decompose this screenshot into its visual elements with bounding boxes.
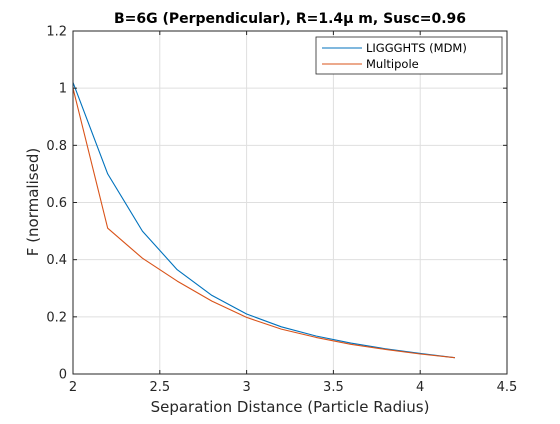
x-axis-label: Separation Distance (Particle Radius) — [151, 398, 430, 416]
x-tick-label: 3 — [242, 380, 250, 395]
legend-box — [315, 36, 503, 75]
legend: LIGGGHTS (MDM) Multipole — [315, 36, 503, 75]
y-tick-label: 0 — [59, 368, 67, 383]
chart-title: B=6G (Perpendicular), R=1.4μ m, Susc=0.9… — [114, 11, 466, 27]
series-line-multipole — [72, 88, 455, 359]
x-tick-label: 2.5 — [149, 380, 170, 395]
y-tick-label: 0.4 — [46, 253, 67, 268]
series-line-liggghts — [72, 82, 455, 359]
legend-label-multipole: Multipole — [366, 57, 419, 71]
x-tick-labels: 2 2.5 3 3.5 4 4.5 — [69, 380, 517, 395]
x-tick-label: 4.5 — [497, 380, 518, 395]
x-tick-label: 4 — [416, 380, 424, 395]
x-tick-label: 2 — [69, 380, 77, 395]
y-axis-label: F (normalised) — [24, 148, 42, 256]
series-layer — [72, 82, 455, 359]
legend-label-liggghts: LIGGGHTS (MDM) — [366, 41, 467, 55]
y-tick-labels: 0 0.2 0.4 0.6 0.8 1 1.2 — [46, 25, 67, 383]
ticks — [72, 30, 508, 375]
y-tick-label: 0.8 — [46, 139, 67, 154]
y-tick-label: 1.2 — [46, 25, 67, 40]
y-tick-label: 0.6 — [46, 196, 67, 211]
x-tick-label: 3.5 — [323, 380, 344, 395]
y-tick-label: 1 — [59, 82, 67, 97]
y-tick-label: 0.2 — [46, 310, 67, 325]
